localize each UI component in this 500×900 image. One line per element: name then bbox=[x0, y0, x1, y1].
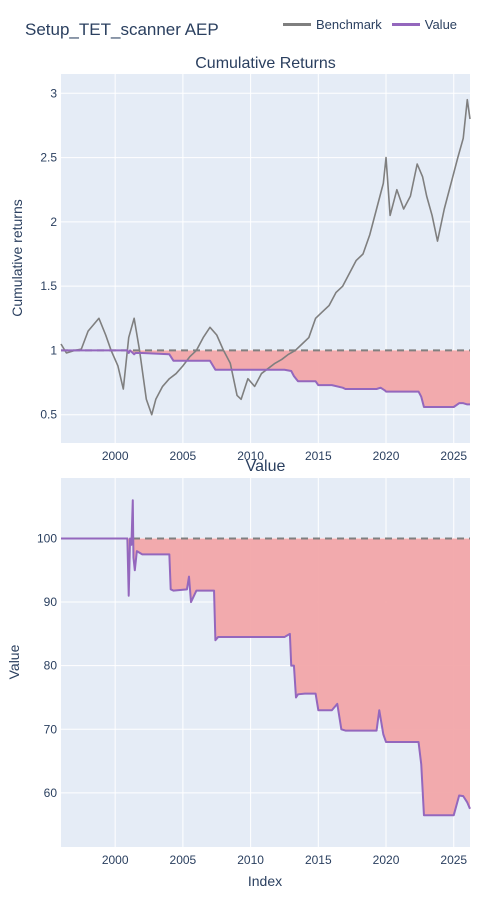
value-y-tick-label: 60 bbox=[44, 786, 58, 800]
value-x-tick-label: 2015 bbox=[305, 853, 332, 867]
x-axis-title: Index bbox=[247, 873, 283, 889]
value-x-tick-label: 2005 bbox=[170, 853, 197, 867]
legend-item-value[interactable]: Value bbox=[391, 17, 458, 32]
cumret-x-tick-label: 2005 bbox=[170, 449, 197, 463]
value-drawdown-area bbox=[61, 538, 470, 816]
value-y-tick-label: 70 bbox=[44, 722, 58, 736]
cumulative-returns-panel: 0.5 1 1.5 2 2.5 3 2000 2005 2010 2015 2020 2025 bbox=[40, 74, 471, 463]
cumret-y-tick-label: 3 bbox=[50, 86, 57, 100]
cumret-y-tick-label: 1.5 bbox=[40, 279, 57, 293]
cumret-y-tick-label: 2 bbox=[50, 215, 57, 229]
benchmark-line bbox=[60, 98, 471, 416]
cumret-x-tick-label: 2010 bbox=[237, 449, 264, 463]
value-y-tick-label: 90 bbox=[44, 595, 58, 609]
panel1-y-axis-title: Cumulative returns bbox=[9, 199, 25, 317]
value-panel: 60 70 80 90 100 2000 2005 2010 2015 2020 2025 bbox=[37, 478, 471, 867]
legend-label-value: Value bbox=[424, 17, 458, 32]
panel2-title: Value bbox=[245, 458, 286, 475]
legend: Benchmark Value bbox=[283, 17, 457, 32]
legend-swatch-value bbox=[391, 23, 420, 26]
cumret-y-tick-label: 0.5 bbox=[40, 408, 57, 422]
value-y-tick-label: 100 bbox=[37, 531, 57, 545]
cumret-x-tick-label: 2025 bbox=[440, 449, 467, 463]
panel1-title: Cumulative Returns bbox=[195, 55, 336, 72]
panel2-y-axis-title: Value bbox=[6, 644, 22, 680]
value-y-tick-label: 80 bbox=[44, 659, 58, 673]
cumret-x-tick-label: 2020 bbox=[373, 449, 400, 463]
cumret-value-line bbox=[61, 349, 470, 408]
legend-label-benchmark: Benchmark bbox=[316, 17, 382, 32]
legend-item-benchmark[interactable]: Benchmark bbox=[283, 17, 382, 32]
value-x-tick-label: 2020 bbox=[373, 853, 400, 867]
figure-title: Setup_TET_scanner AEP bbox=[25, 20, 219, 39]
value-x-tick-label: 2010 bbox=[237, 853, 264, 867]
cumret-x-tick-label: 2000 bbox=[102, 449, 129, 463]
cumret-drawdown-area bbox=[61, 350, 470, 407]
cumret-y-tick-label: 1 bbox=[50, 343, 57, 357]
cumret-y-tick-label: 2.5 bbox=[40, 151, 57, 165]
value-x-tick-label: 2000 bbox=[102, 853, 129, 867]
value-value-line bbox=[61, 499, 471, 817]
legend-swatch-benchmark bbox=[283, 23, 311, 26]
cumret-x-tick-label: 2015 bbox=[305, 449, 332, 463]
value-x-tick-label: 2025 bbox=[440, 853, 467, 867]
